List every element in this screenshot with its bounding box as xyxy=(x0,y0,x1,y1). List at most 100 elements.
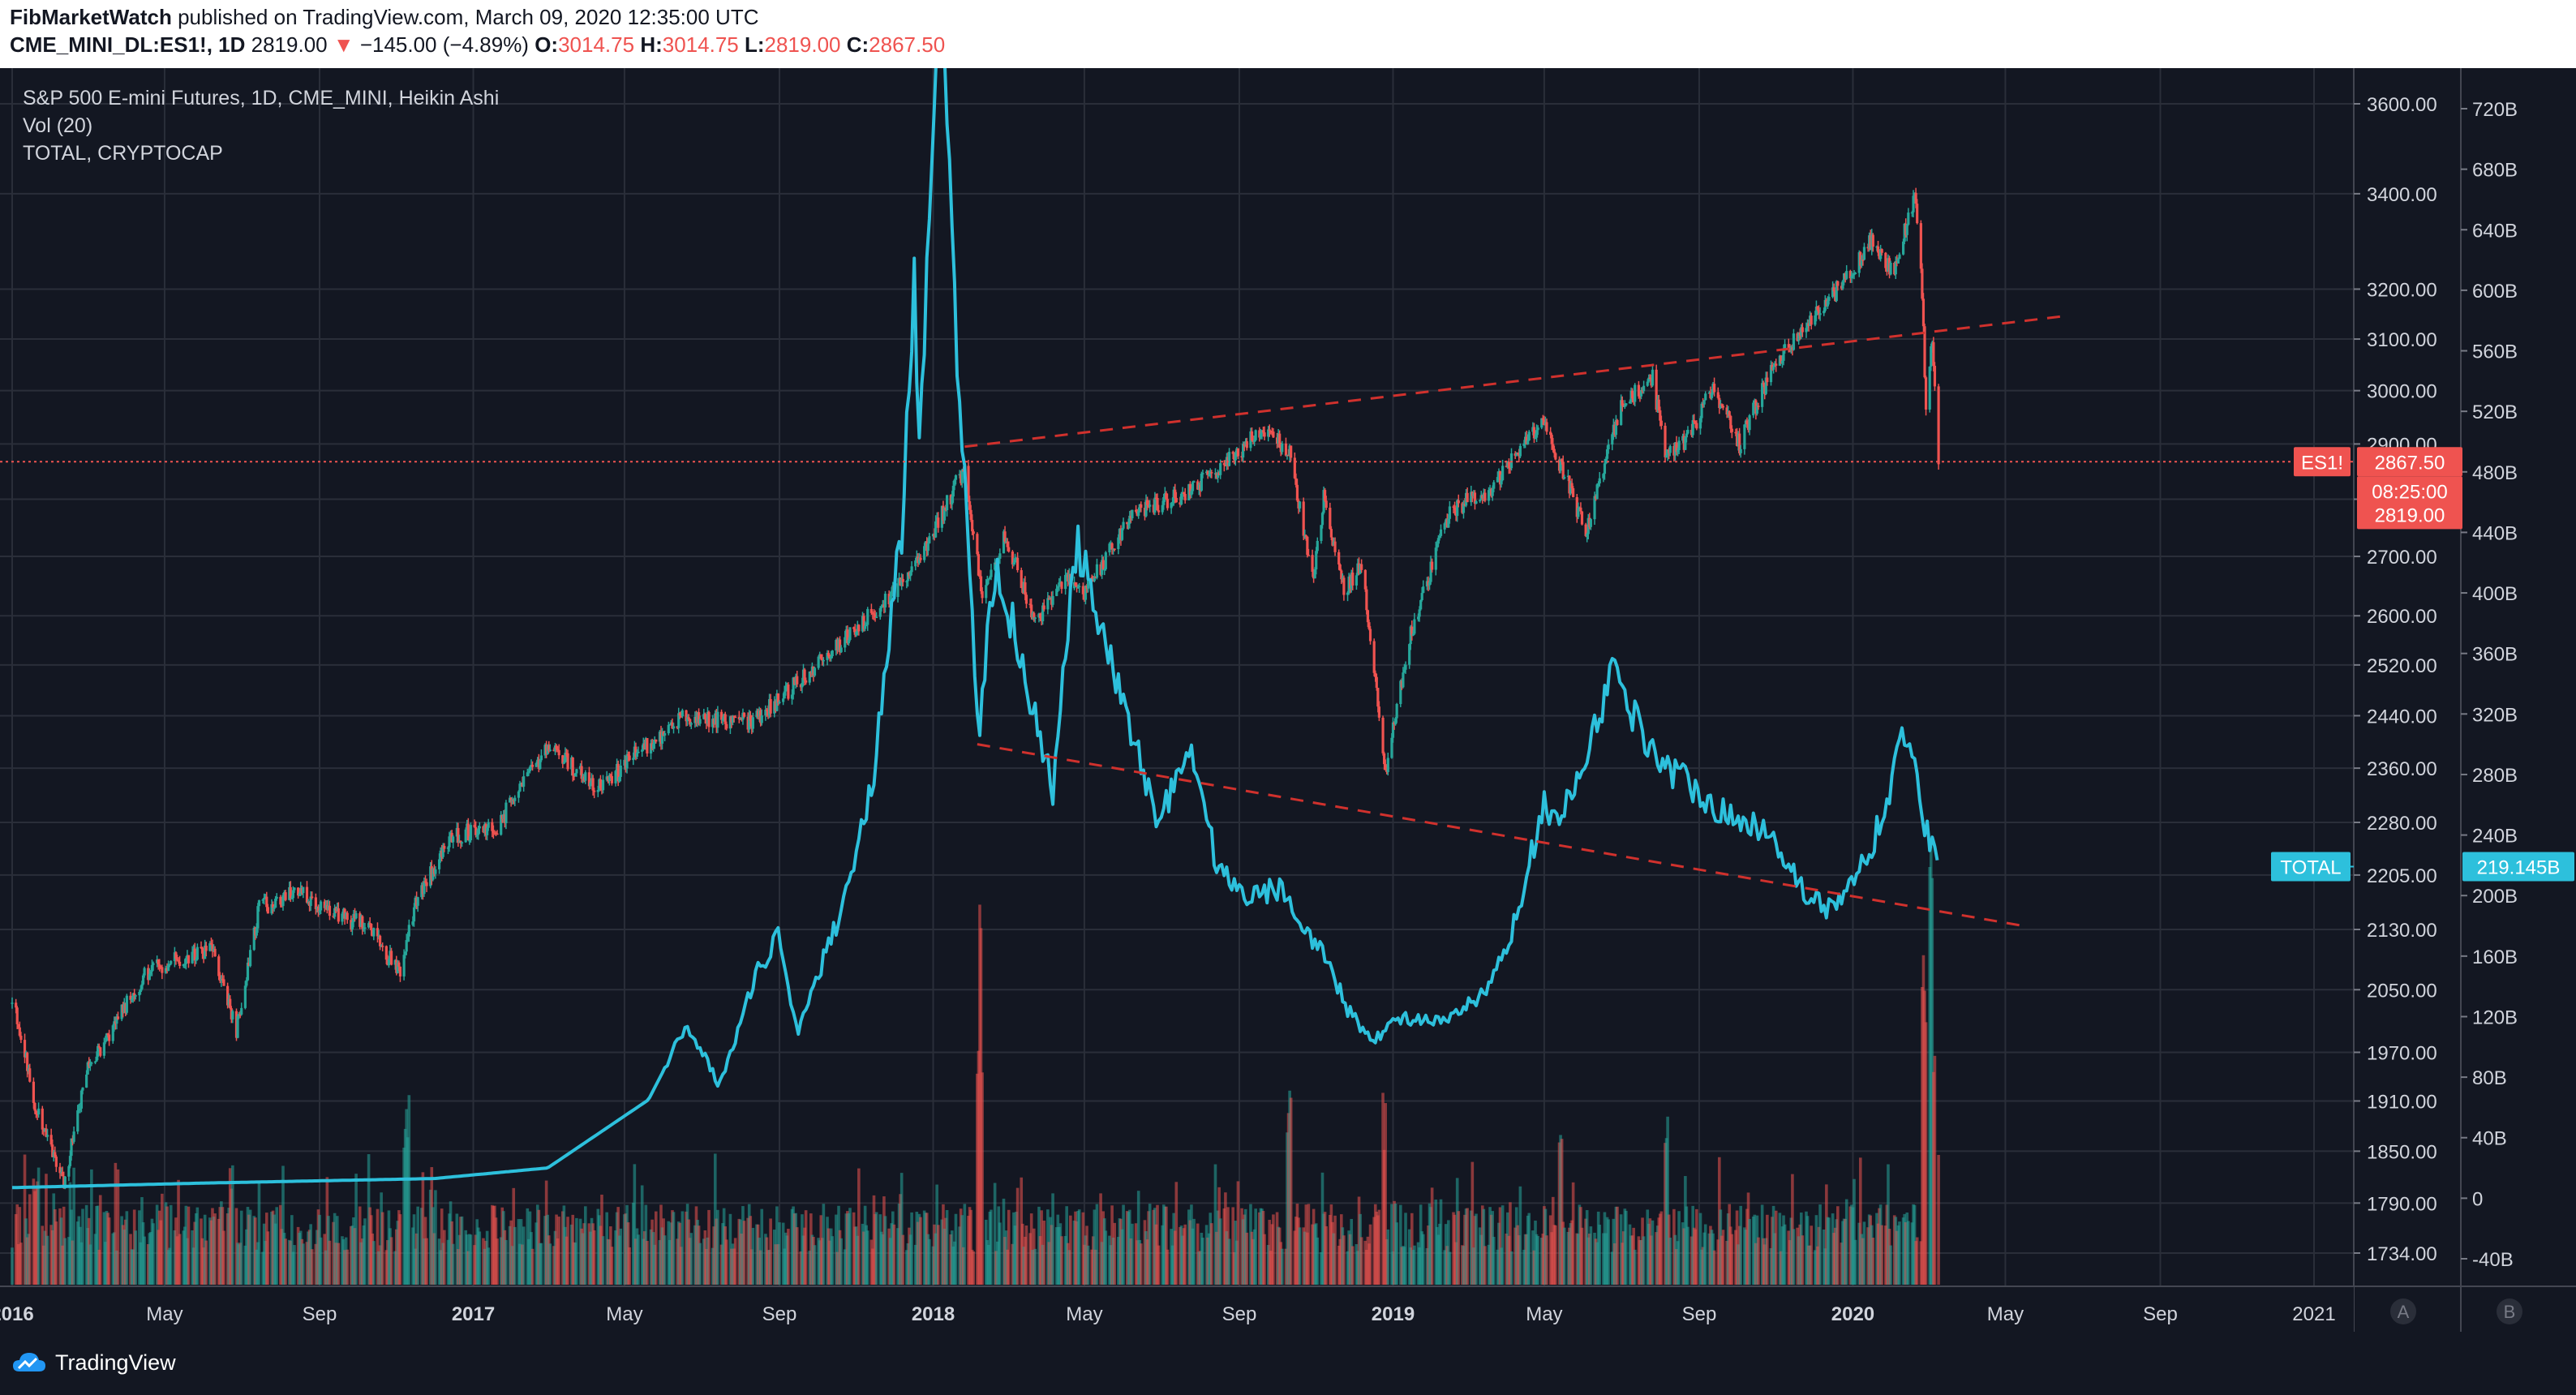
candle-body xyxy=(1743,424,1746,449)
chart-canvas[interactable]: 3600.003400.003200.003100.003000.002900.… xyxy=(0,68,2576,1332)
scale-a-label: 2205.00 xyxy=(2367,865,2437,887)
candle-body xyxy=(749,715,752,721)
candle-body xyxy=(1431,561,1434,570)
candle-body xyxy=(1720,404,1724,406)
candle-body xyxy=(406,936,410,941)
volume-bar xyxy=(1210,1223,1213,1285)
time-axis-label: Sep xyxy=(303,1303,337,1325)
volume-bar xyxy=(363,1218,367,1285)
candle-body xyxy=(1093,577,1096,582)
candle-body xyxy=(368,923,371,925)
candle-body xyxy=(1259,433,1262,438)
candle-body xyxy=(1832,287,1835,292)
candle-body xyxy=(1631,390,1634,399)
candle-body xyxy=(901,578,904,582)
candle-body xyxy=(1757,406,1760,407)
volume-bar xyxy=(107,1217,111,1285)
candle-body xyxy=(1429,561,1432,582)
candle-body xyxy=(998,553,1002,559)
volume-bar xyxy=(813,1245,817,1285)
candle-body xyxy=(1620,400,1623,426)
volume-bar xyxy=(45,1235,49,1285)
candle-body xyxy=(1738,433,1741,453)
scale-b-label: 160B xyxy=(2472,946,2518,968)
scale-button[interactable] xyxy=(2497,1298,2522,1324)
candle-body xyxy=(218,976,221,981)
total-value-tag: 219.145B xyxy=(2477,856,2561,878)
candle-body xyxy=(1374,672,1377,677)
volume-bar xyxy=(1668,1237,1672,1285)
candle-body xyxy=(318,910,321,912)
legend-volume[interactable]: Vol (20) xyxy=(23,114,93,137)
candle-body xyxy=(337,908,340,922)
volume-bar xyxy=(1448,1251,1452,1285)
volume-bar xyxy=(231,1165,234,1285)
candle-body xyxy=(819,654,822,659)
candle-body xyxy=(1611,434,1614,445)
candle-body xyxy=(1545,422,1548,432)
candle-body xyxy=(1676,450,1680,453)
volume-bar xyxy=(1810,1225,1814,1285)
volume-bar xyxy=(1853,1239,1857,1285)
candle-body xyxy=(1470,491,1473,503)
candle-body xyxy=(1002,531,1006,554)
candle-body xyxy=(1456,500,1459,517)
volume-bar xyxy=(1069,1215,1072,1285)
candle-body xyxy=(1250,431,1254,440)
candle-body xyxy=(652,744,655,749)
scale-button[interactable] xyxy=(2390,1298,2416,1324)
scale-b-label: 400B xyxy=(2472,583,2518,605)
scale-a-label: 1790.00 xyxy=(2367,1193,2437,1215)
volume-bar xyxy=(1633,1249,1637,1285)
candle-body xyxy=(1342,577,1346,595)
candle-body xyxy=(297,887,300,896)
candle-body xyxy=(1081,586,1084,594)
volume-bar xyxy=(1774,1210,1778,1285)
candle-body xyxy=(846,629,849,644)
legend-total-crypto[interactable]: TOTAL, CRYPTOCAP xyxy=(23,142,223,165)
candle-body xyxy=(1719,404,1722,409)
high-label: H: xyxy=(640,32,663,57)
candle-body xyxy=(1263,432,1266,437)
volume-bar xyxy=(372,1241,376,1285)
candle-body xyxy=(243,985,247,1008)
volume-bar xyxy=(663,1235,667,1285)
candle-body xyxy=(1914,192,1917,204)
candle-body xyxy=(517,791,521,798)
candle-body xyxy=(99,1047,102,1056)
es-low-tag: 2819.00 xyxy=(2375,504,2445,526)
candle-body xyxy=(1329,529,1333,538)
candle-body xyxy=(138,991,141,996)
volume-bar xyxy=(778,1222,781,1285)
legend-main-series[interactable]: S&P 500 E-mini Futures, 1D, CME_MINI, He… xyxy=(23,87,500,109)
chart-area[interactable]: 3600.00 3400.00 3200.00 3100.00 3000.00 2900.… xyxy=(0,68,2576,1332)
volume-bar xyxy=(1093,1209,1097,1285)
volume-bar xyxy=(376,1208,380,1285)
candle-body xyxy=(725,723,728,729)
candle-body xyxy=(677,713,680,728)
volume-bar xyxy=(1350,1246,1355,1285)
candle-body xyxy=(404,951,407,955)
candle-body xyxy=(63,1176,67,1189)
candle-body xyxy=(1579,507,1582,512)
tradingview-brand[interactable]: TradingView xyxy=(11,1346,176,1379)
candle-body xyxy=(1928,366,1931,410)
candle-body xyxy=(125,995,128,1013)
candle-body xyxy=(105,1033,109,1041)
candle-body xyxy=(1372,641,1376,673)
candle-body xyxy=(608,775,611,782)
candle-body xyxy=(49,1135,53,1145)
candle-body xyxy=(150,964,154,972)
candle-body xyxy=(1605,449,1609,459)
candle-body xyxy=(1752,402,1755,416)
candle-body xyxy=(1637,384,1640,397)
candle-body xyxy=(1552,449,1556,453)
volume-bar xyxy=(628,1247,631,1285)
candle-body xyxy=(448,836,451,848)
volume-bar xyxy=(1077,1209,1081,1285)
candle-body xyxy=(1755,406,1759,414)
candle-body xyxy=(1462,504,1466,513)
author-name[interactable]: FibMarketWatch xyxy=(10,5,172,29)
volume-bar xyxy=(1280,1248,1284,1285)
scale-a-label: 2360.00 xyxy=(2367,758,2437,780)
